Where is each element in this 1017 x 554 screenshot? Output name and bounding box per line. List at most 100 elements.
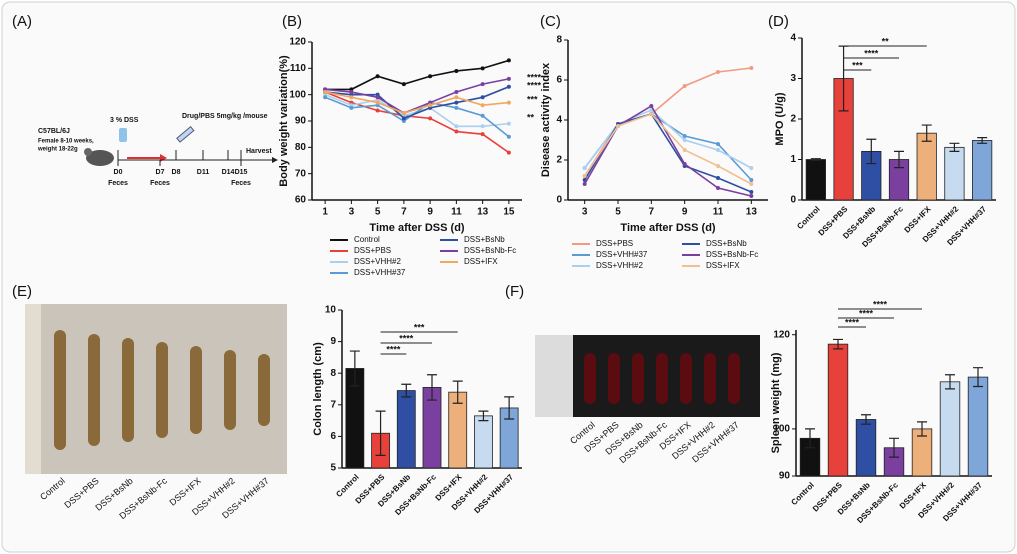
y-tick-label: 7 [330,399,336,410]
mouse-icon [86,150,114,166]
day-label: D15 [235,169,248,176]
syringe [176,125,195,143]
schematic: (A) C57BL/6J Female 8-10 weeks, weight 1… [12,13,278,166]
y-axis-title: Disease activity index [540,62,552,177]
legend-label: DSS+IFX [464,257,498,266]
point [349,105,354,110]
error-bar [894,150,904,169]
strain: C57BL/6J [38,128,70,135]
point [506,76,511,81]
x-tick-label: 5 [615,207,621,218]
y-tick-label: 70 [295,168,307,179]
day-note: Feces [108,180,128,187]
x-tick-label: 11 [713,207,724,218]
series-line [324,96,510,138]
error-bar [977,137,988,144]
series-line [324,91,509,114]
point [323,90,328,95]
series-line [584,109,752,169]
dss-tube [119,128,127,142]
error-bar [921,124,932,142]
point [375,100,380,105]
y-tick-label: 5 [330,463,336,474]
point [716,70,720,74]
y-tick-label: 110 [290,63,307,74]
x-tick-label: 3 [349,207,355,218]
x-tick-label: 3 [582,207,588,218]
organ [632,353,644,404]
point [454,100,459,105]
x-tick-label: 13 [477,207,489,218]
y-tick-label: 10 [325,305,337,316]
point [401,116,406,121]
point [749,182,754,186]
y-axis-title: Spleen weight (mg) [770,352,782,453]
point [480,66,485,71]
y-tick-label: 90 [779,471,791,482]
organ [584,353,596,404]
significance-label: **** [873,299,888,309]
error-bar [504,396,515,420]
point [716,164,720,168]
point [749,178,754,182]
y-tick-label: 2 [790,114,796,125]
mice: Female 8-10 weeks, [38,139,94,145]
point [480,103,485,108]
series-line [325,78,510,114]
organ [54,330,66,450]
point [682,138,687,142]
y-tick-label: 8 [556,35,562,46]
error-bar [889,437,899,458]
point [716,176,720,180]
organ [122,338,134,442]
y-tick-label: 120 [289,37,306,48]
panel-label: (B) [282,13,302,30]
panel-label: (A) [12,13,32,30]
bar [939,381,961,477]
legend-label: DSS+VHH#37 [596,250,648,259]
organ [680,353,692,404]
y-tick-label: 6 [330,431,336,442]
day-label: D11 [197,169,210,176]
point [749,66,754,70]
point [682,162,687,166]
point [506,150,511,155]
point [480,132,485,137]
weight: weight 18-22g [37,147,78,153]
organ [88,334,100,446]
day-label: D14 [222,169,235,176]
point [349,95,354,100]
drug-label: Drug/PBS 5mg/kg /mouse [182,113,268,120]
x-tick-label: 11 [451,207,462,218]
point [428,74,433,79]
y-tick-label: 1 [790,154,796,165]
bar [827,343,849,477]
organ [704,353,716,404]
y-tick-label: 90 [295,116,307,127]
point [349,90,354,95]
organ [224,350,236,430]
y-tick-label: 2 [556,155,562,166]
error-bar [833,338,843,350]
point [375,74,380,79]
annotation: *** [527,94,538,104]
series-line [584,113,752,185]
y-tick-label: 0 [790,195,796,206]
point [582,166,587,170]
bar [972,140,993,201]
point [649,104,654,108]
point [682,84,687,88]
y-axis-title: MPO (U/g) [774,92,786,145]
bar [967,376,989,477]
point [506,100,511,105]
point [649,112,654,116]
x-tick-label: 13 [746,207,758,218]
point [716,186,720,190]
error-bar [427,374,437,401]
legend-label: DSS+BsNb [464,235,505,244]
legend-label: DSS+BsNb-Fc [464,246,516,255]
dss-label: 3 % DSS [110,117,139,124]
y-axis-title: Colon length (cm) [312,342,324,436]
y-tick-label: 4 [790,33,796,44]
x-axis-title: Time after DSS (d) [620,222,715,234]
